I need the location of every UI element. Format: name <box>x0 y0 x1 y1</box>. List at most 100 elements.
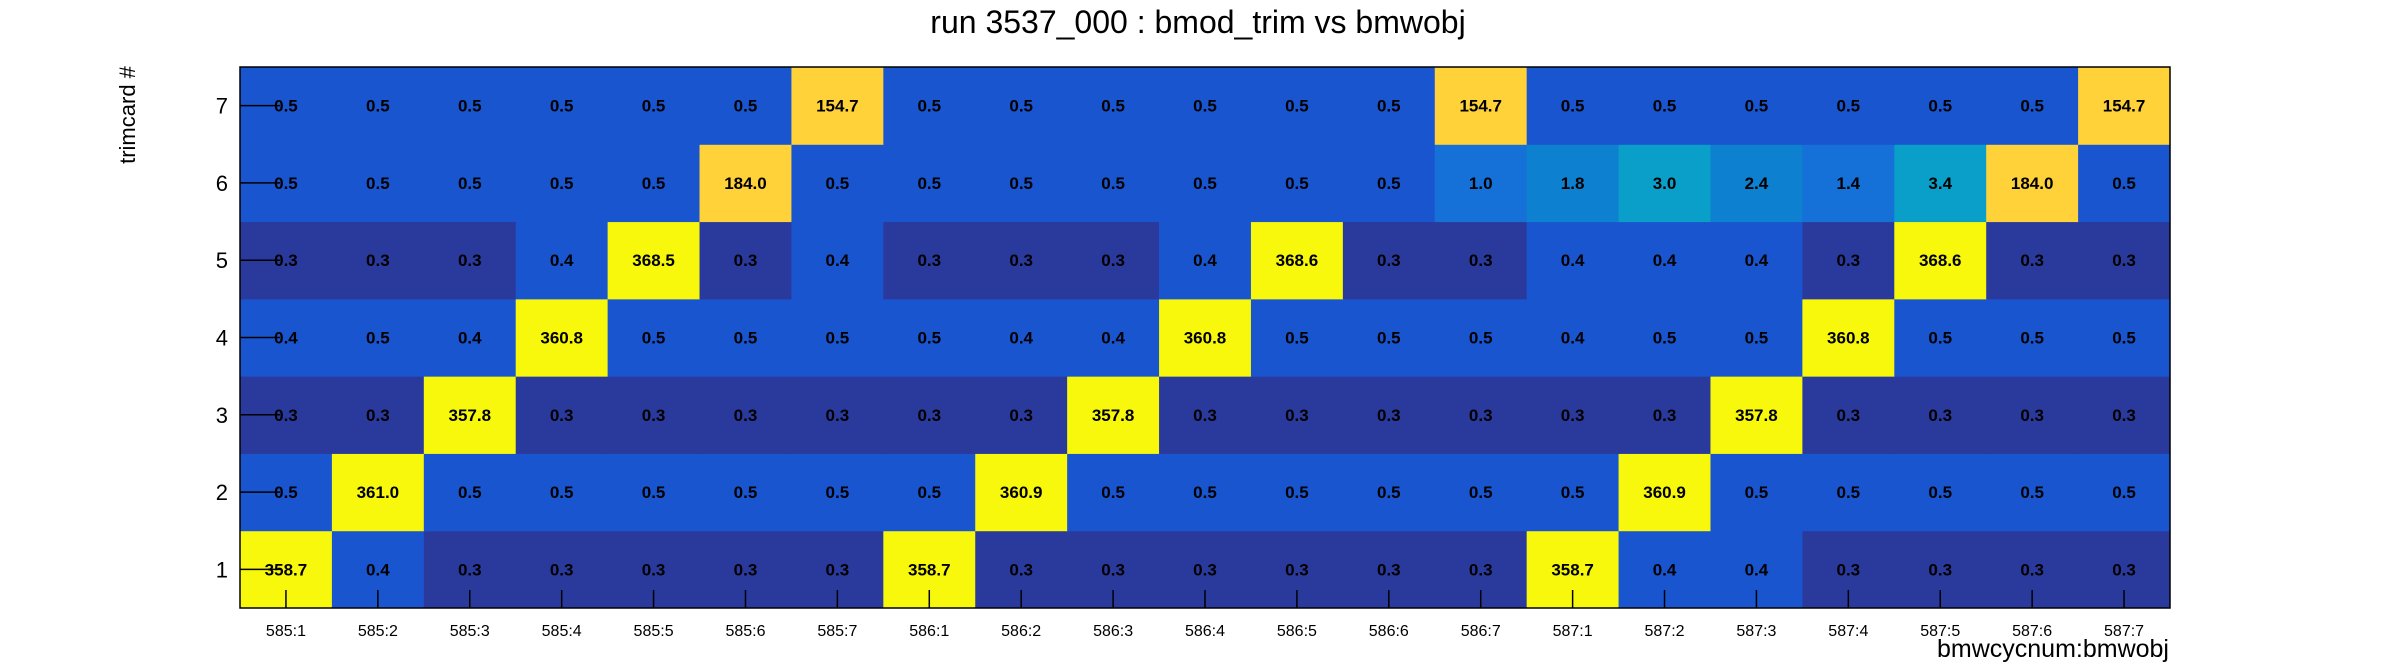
cell-value-label: 0.5 <box>642 483 666 502</box>
heatmap-cell <box>1802 298 1895 377</box>
cell-value-label: 0.3 <box>1561 406 1585 425</box>
cell-value-label: 0.5 <box>1193 483 1217 502</box>
cell-value-label: 358.7 <box>908 560 951 579</box>
cell-value-label: 0.5 <box>1101 483 1125 502</box>
heatmap-cell <box>607 453 701 532</box>
heatmap-cell <box>1434 298 1528 377</box>
cell-value-label: 0.3 <box>2112 251 2136 270</box>
cell-value-label: 0.4 <box>1009 329 1033 348</box>
cell-value-label: 0.3 <box>550 406 574 425</box>
heatmap-cell <box>699 376 792 454</box>
cell-value-label: 0.5 <box>1285 483 1309 502</box>
cell-value-label: 0.5 <box>1837 483 1861 502</box>
cell-value-label: 0.4 <box>826 251 850 270</box>
heatmap-cell <box>975 67 1068 145</box>
cell-value-label: 0.3 <box>642 406 666 425</box>
heatmap-cell <box>1618 67 1711 145</box>
cell-value-label: 0.3 <box>826 560 850 579</box>
heatmap-cell <box>515 453 609 532</box>
heatmap-cell <box>1342 453 1436 532</box>
cell-value-label: 0.3 <box>1837 560 1861 579</box>
cell-value-label: 0.5 <box>1009 97 1033 116</box>
heatmap-cell <box>331 221 425 300</box>
heatmap-cell <box>2078 376 2171 454</box>
cell-value-label: 0.3 <box>1653 406 1677 425</box>
cell-value-label: 0.3 <box>1101 251 1125 270</box>
cell-value-label: 0.4 <box>274 329 298 348</box>
cell-value-label: 357.8 <box>448 406 491 425</box>
cell-value-label: 0.3 <box>366 406 390 425</box>
heatmap-cell <box>1710 453 1803 532</box>
cell-value-label: 0.4 <box>458 329 482 348</box>
cell-value-label: 0.5 <box>1928 97 1952 116</box>
heatmap-cell <box>331 453 425 532</box>
heatmap-cell <box>1250 67 1344 145</box>
heatmap-cell <box>1894 298 1987 377</box>
x-tick-label: 586:5 <box>1277 623 1317 640</box>
heatmap-cell <box>515 144 609 223</box>
cell-value-label: 0.3 <box>1377 251 1401 270</box>
cell-value-label: 361.0 <box>357 483 400 502</box>
cell-value-label: 154.7 <box>2103 97 2146 116</box>
x-tick-label: 585:7 <box>817 623 857 640</box>
heatmap-cell <box>1710 144 1803 223</box>
cell-value-label: 0.4 <box>1561 251 1585 270</box>
cell-value-label: 0.4 <box>1745 251 1769 270</box>
cell-value-label: 0.5 <box>1285 174 1309 193</box>
cell-value-label: 0.3 <box>1009 560 1033 579</box>
cell-value-label: 0.3 <box>734 251 758 270</box>
heatmap-cell <box>1159 221 1252 300</box>
heatmap-cell <box>1618 453 1711 532</box>
axes: 585:1 585:2 585:3 585:4 585:5 585:6 585:7 586:1… <box>216 66 2171 640</box>
cell-value-label: 0.5 <box>1377 174 1401 193</box>
cell-value-label: 0.5 <box>550 483 574 502</box>
heatmap-cell <box>791 376 884 454</box>
cell-value-label: 0.5 <box>2020 483 2044 502</box>
heatmap-cell <box>423 144 517 223</box>
heatmap-cell <box>607 67 701 145</box>
heatmap-cell <box>1342 376 1436 454</box>
y-tick-label: 7 <box>216 94 228 119</box>
heatmap-cell <box>331 144 425 223</box>
heatmap-cell <box>1986 298 2079 377</box>
cell-value-label: 0.3 <box>2020 560 2044 579</box>
cell-value-label: 0.5 <box>1285 329 1309 348</box>
heatmap-cell <box>883 298 976 377</box>
cell-value-label: 0.3 <box>1928 560 1952 579</box>
y-tick-label: 5 <box>216 248 228 273</box>
heatmap-cell <box>2078 144 2171 223</box>
heatmap-cell <box>1250 298 1344 377</box>
cell-value-label: 0.5 <box>734 329 758 348</box>
heatmap-cell <box>423 221 517 300</box>
heatmap-cell <box>2078 67 2171 145</box>
x-tick-label: 587:1 <box>1553 623 1593 640</box>
cell-value-label: 0.3 <box>274 406 298 425</box>
heatmap-cell <box>1434 221 1528 300</box>
cell-value-label: 0.3 <box>2020 406 2044 425</box>
cell-value-label: 0.5 <box>2112 329 2136 348</box>
cell-value-label: 0.5 <box>366 174 390 193</box>
x-tick-label: 586:3 <box>1093 623 1133 640</box>
x-tick-label: 585:3 <box>450 623 490 640</box>
cell-value-label: 0.5 <box>274 483 298 502</box>
heatmap-cell <box>1159 376 1252 454</box>
cell-value-label: 0.3 <box>1009 251 1033 270</box>
cell-value-label: 360.9 <box>1000 483 1043 502</box>
heatmap-cell <box>1159 298 1252 377</box>
heatmap-cell <box>2078 298 2171 377</box>
heatmap-cell <box>1802 221 1895 300</box>
cell-value-label: 0.3 <box>366 251 390 270</box>
heatmap-cell <box>1526 67 1620 145</box>
cell-value-label: 0.5 <box>826 329 850 348</box>
cell-value-label: 0.4 <box>1653 251 1677 270</box>
cell-value-label: 360.8 <box>540 329 583 348</box>
cell-value-label: 0.3 <box>734 560 758 579</box>
x-tick-label: 585:6 <box>725 623 765 640</box>
cell-value-label: 0.3 <box>1193 560 1217 579</box>
cell-value-label: 0.5 <box>458 174 482 193</box>
heatmap-cell <box>699 298 792 377</box>
cell-value-label: 0.4 <box>1653 560 1677 579</box>
heatmap-cell <box>791 67 884 145</box>
heatmap-cell <box>1710 298 1803 377</box>
